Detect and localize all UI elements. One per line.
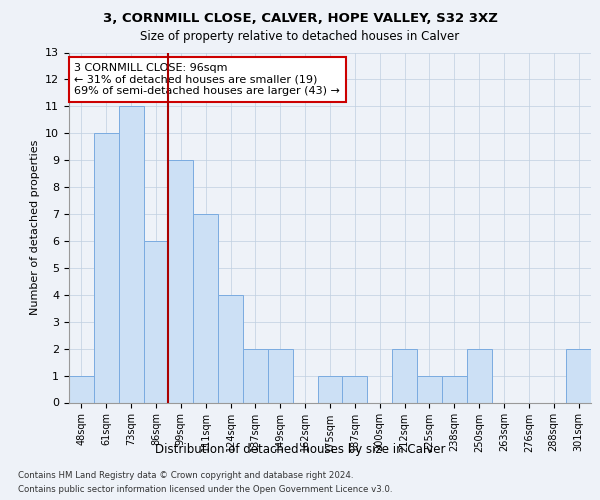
- Bar: [243, 348, 268, 403]
- Bar: [94, 134, 119, 402]
- Bar: [467, 348, 491, 403]
- Bar: [268, 348, 293, 403]
- Y-axis label: Number of detached properties: Number of detached properties: [29, 140, 40, 315]
- Bar: [119, 106, 143, 403]
- Bar: [169, 160, 193, 402]
- Text: 3, CORNMILL CLOSE, CALVER, HOPE VALLEY, S32 3XZ: 3, CORNMILL CLOSE, CALVER, HOPE VALLEY, …: [103, 12, 497, 26]
- Text: 3 CORNMILL CLOSE: 96sqm
← 31% of detached houses are smaller (19)
69% of semi-de: 3 CORNMILL CLOSE: 96sqm ← 31% of detache…: [74, 63, 340, 96]
- Bar: [317, 376, 343, 402]
- Text: Contains HM Land Registry data © Crown copyright and database right 2024.: Contains HM Land Registry data © Crown c…: [18, 471, 353, 480]
- Bar: [392, 348, 417, 403]
- Text: Contains public sector information licensed under the Open Government Licence v3: Contains public sector information licen…: [18, 485, 392, 494]
- Bar: [143, 241, 169, 402]
- Bar: [218, 295, 243, 403]
- Bar: [343, 376, 367, 402]
- Bar: [566, 348, 591, 403]
- Bar: [69, 376, 94, 402]
- Bar: [442, 376, 467, 402]
- Text: Size of property relative to detached houses in Calver: Size of property relative to detached ho…: [140, 30, 460, 43]
- Text: Distribution of detached houses by size in Calver: Distribution of detached houses by size …: [155, 442, 445, 456]
- Bar: [193, 214, 218, 402]
- Bar: [417, 376, 442, 402]
